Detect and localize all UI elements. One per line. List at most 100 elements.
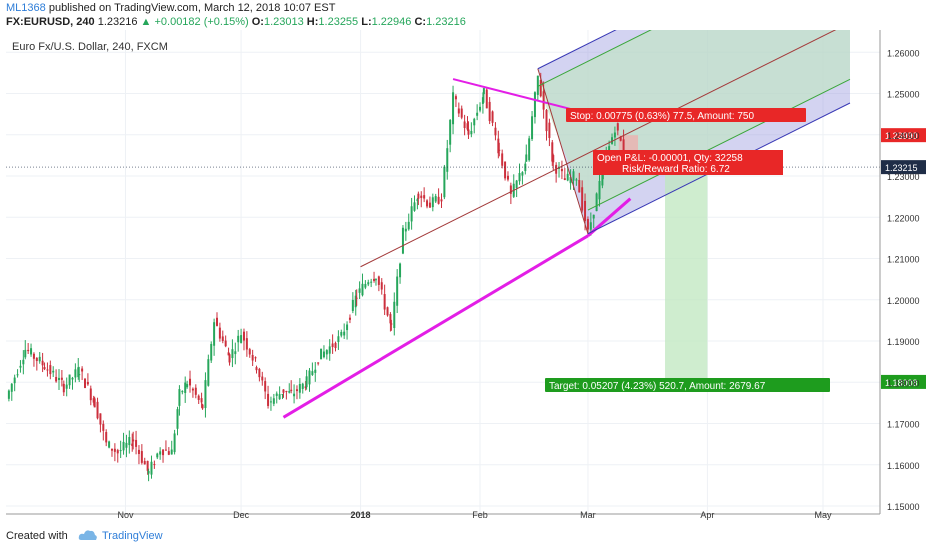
close-label: C: (414, 16, 427, 28)
price-chart[interactable]: Stop: 0.00775 (0.63%) 77.5, Amount: 750 O… (0, 30, 932, 522)
candle-body (30, 348, 33, 355)
candle-body (551, 142, 554, 162)
candle-body (234, 351, 237, 355)
candle-body (178, 389, 181, 406)
author-link[interactable]: ML1368 (6, 2, 46, 14)
candle-body (254, 357, 257, 359)
candle-body (322, 351, 325, 358)
candle-body (194, 387, 197, 395)
candle-body (305, 376, 308, 388)
candle-body (173, 433, 176, 453)
candle-body (52, 370, 55, 373)
time-tick-label: May (815, 510, 833, 520)
candle-body (186, 384, 189, 388)
high-label: H: (306, 16, 319, 28)
candle-body (125, 442, 128, 448)
candle-body (482, 88, 485, 95)
candle-body (60, 377, 63, 380)
candle-body (354, 295, 357, 308)
candle-body (264, 381, 267, 392)
price-axis[interactable]: 1.15000 1.16000 1.17000 1.18000 1.19000 1.200… (887, 48, 920, 512)
candle-body (240, 335, 243, 343)
candle-body (494, 127, 497, 136)
candle-body (62, 383, 65, 393)
candle-body (278, 394, 281, 400)
candle-body (49, 365, 52, 375)
price-tick-label: 1.25000 (887, 90, 920, 100)
candle-body (552, 155, 555, 163)
candle-body (488, 101, 491, 122)
candle-body (581, 187, 584, 211)
candle-body (619, 137, 622, 141)
candle-body (416, 199, 419, 201)
candle-body (143, 461, 146, 465)
candle-body (216, 317, 218, 326)
candle-body (269, 401, 272, 403)
support-trendline-extension (586, 197, 632, 237)
candle-body (293, 393, 296, 397)
candle-body (498, 149, 501, 151)
candle-body (197, 395, 200, 400)
candle-body (84, 378, 87, 388)
price-change: ▲ +0.00182 (+0.15%) (140, 16, 249, 28)
target-price-label-box (881, 374, 926, 389)
candle-body (189, 378, 192, 386)
last-price-label-text: 1.23215 (885, 163, 918, 173)
candle-body (65, 384, 68, 389)
candle-body (431, 197, 434, 208)
tradingview-brand[interactable]: TradingView (102, 530, 163, 542)
candle-body (578, 180, 581, 193)
candle-body (467, 129, 470, 135)
candle-body (184, 382, 187, 394)
candle-body (504, 161, 507, 179)
time-tick-label: Feb (472, 510, 488, 520)
candle-body (77, 367, 80, 378)
candle-body (536, 75, 539, 95)
candle-body (497, 138, 500, 154)
low-value: 1.22946 (371, 16, 412, 28)
candle-body (337, 336, 340, 342)
candle-body (440, 199, 443, 202)
candle-body (38, 356, 41, 362)
candle-body (43, 367, 46, 370)
tradingview-cloud-icon (78, 530, 97, 540)
candle-body (572, 171, 575, 181)
chart-header: ML1368 published on TradingView.com, Mar… (0, 0, 932, 30)
candle-body (386, 307, 389, 316)
candle-body (525, 154, 528, 162)
candle-body (224, 340, 227, 347)
candle-body (533, 92, 536, 118)
candle-body (622, 139, 625, 153)
target-price-label-text: 1.18008 (885, 378, 918, 388)
candle-body (78, 374, 81, 376)
last-price-label-box (881, 160, 926, 175)
candle-body (566, 173, 569, 181)
stop-price-label-text: 1.23990 (885, 131, 918, 141)
candle-body (74, 369, 77, 378)
candle-body (463, 121, 466, 128)
candle-body (153, 464, 156, 466)
candle-body (358, 288, 361, 293)
candle-body (446, 148, 449, 172)
open-value: 1.23013 (263, 16, 304, 28)
candle-body (457, 108, 460, 114)
close-value: 1.23216 (426, 16, 466, 28)
candle-body (506, 175, 509, 180)
candle-body (542, 91, 545, 110)
candle-body (611, 137, 614, 144)
candle-body (437, 196, 440, 204)
candle-body (539, 79, 542, 97)
candle-body (24, 349, 27, 358)
pitchfork-handle (537, 68, 589, 234)
high-value: 1.23255 (318, 16, 359, 28)
time-axis[interactable]: Nov Dec 2018 Feb Mar Apr May (117, 510, 832, 520)
candle-body (370, 281, 373, 283)
pitchfork-inner-lower (587, 78, 851, 211)
candle-body (531, 116, 534, 140)
candle-body (7, 390, 10, 399)
candle-body (399, 263, 402, 278)
candle-body (390, 323, 393, 325)
candle-body (290, 389, 293, 391)
candle-body (258, 368, 261, 378)
time-tick-label: Nov (117, 510, 134, 520)
